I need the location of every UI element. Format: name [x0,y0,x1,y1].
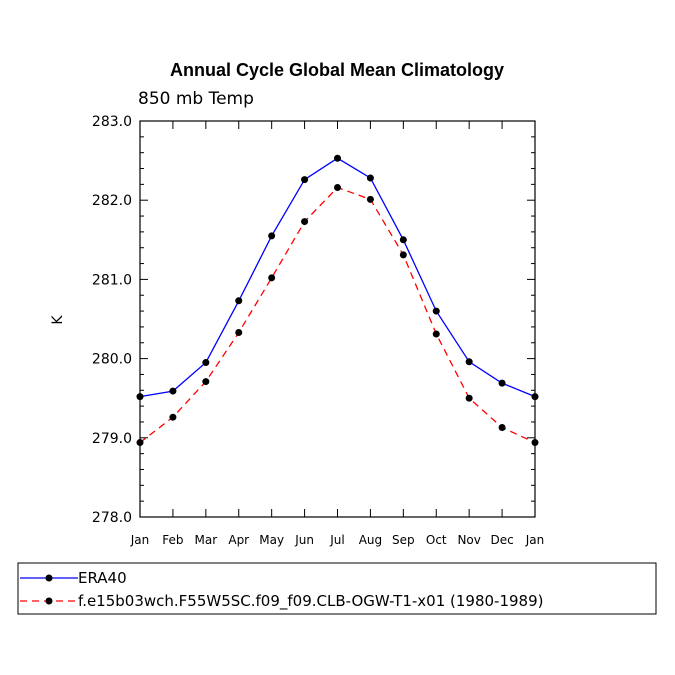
legend-box [17,562,657,615]
y-tick-label: 278.0 [92,510,132,526]
series-0-point [235,297,243,305]
series-0-point [432,307,440,315]
series-1-point [301,218,309,226]
series-1-point [136,439,144,447]
x-tick-label: Dec [490,533,513,547]
x-tick-label: Apr [228,533,249,547]
y-tick-label: 280.0 [92,352,132,368]
series-1-point [498,424,506,432]
series-0-point [334,154,341,162]
series-layer [136,154,539,447]
series-0-point [531,393,539,401]
x-tick-label: Oct [426,533,447,547]
series-0-point [465,358,473,366]
x-tick-label: Jan [130,533,150,547]
y-ticks: 278.0 279.0 280.0 281.0 282.0 283.0 [92,114,535,526]
series-0-point [202,359,210,367]
series-1-point [235,328,243,336]
series-0-point [301,176,309,184]
series-1-point [334,184,341,192]
series-1-point [169,413,177,421]
x-tick-label: Feb [162,533,183,547]
series-0-point [268,232,276,240]
legend-marker-model [45,597,53,605]
y-tick-label: 282.0 [92,193,132,209]
axes [139,120,536,518]
y-tick-label: 281.0 [92,272,132,288]
x-tick-label: Aug [359,533,382,547]
legend-marker-era40 [45,574,53,582]
series-0-point [169,387,177,395]
x-tick-label: Jan [525,533,545,547]
chart-subtitle: 850 mb Temp [138,89,254,109]
chart-title: Annual Cycle Global Mean Climatology [170,60,504,80]
x-tick-label: Nov [457,533,480,547]
x-tick-label: Mar [195,533,218,547]
x-tick-label: Sep [392,533,415,547]
series-line-1 [139,186,536,444]
legend: ERA40 f.e15b03wch.F55W5SC.f09_f09.CLB-OG… [17,562,657,615]
y-tick-label: 283.0 [92,114,132,130]
series-1-point [432,330,440,338]
series-0-point [136,393,144,401]
legend-label-model: f.e15b03wch.F55W5SC.f09_f09.CLB-OGW-T1-x… [78,592,543,611]
series-0-point [366,174,374,182]
series-1-point [465,394,473,402]
y-axis-label: K [50,315,66,325]
x-tick-label: Jul [329,533,344,547]
plot-frame [139,120,536,518]
series-1-point [531,439,539,447]
legend-label-era40: ERA40 [78,569,127,587]
series-1-point [202,378,210,386]
series-line-0 [139,157,536,398]
series-1-point [399,251,407,259]
series-1-point [268,274,276,282]
y-tick-label: 279.0 [92,431,132,447]
x-ticks: Jan Feb Mar Apr May Jun Jul Aug Sep Oct Nov Dec Jan [130,121,545,547]
series-1-point [366,195,374,203]
x-tick-label: May [259,533,284,547]
x-tick-label: Jun [294,533,314,547]
series-0-point [399,236,407,244]
series-0-point [498,379,506,387]
